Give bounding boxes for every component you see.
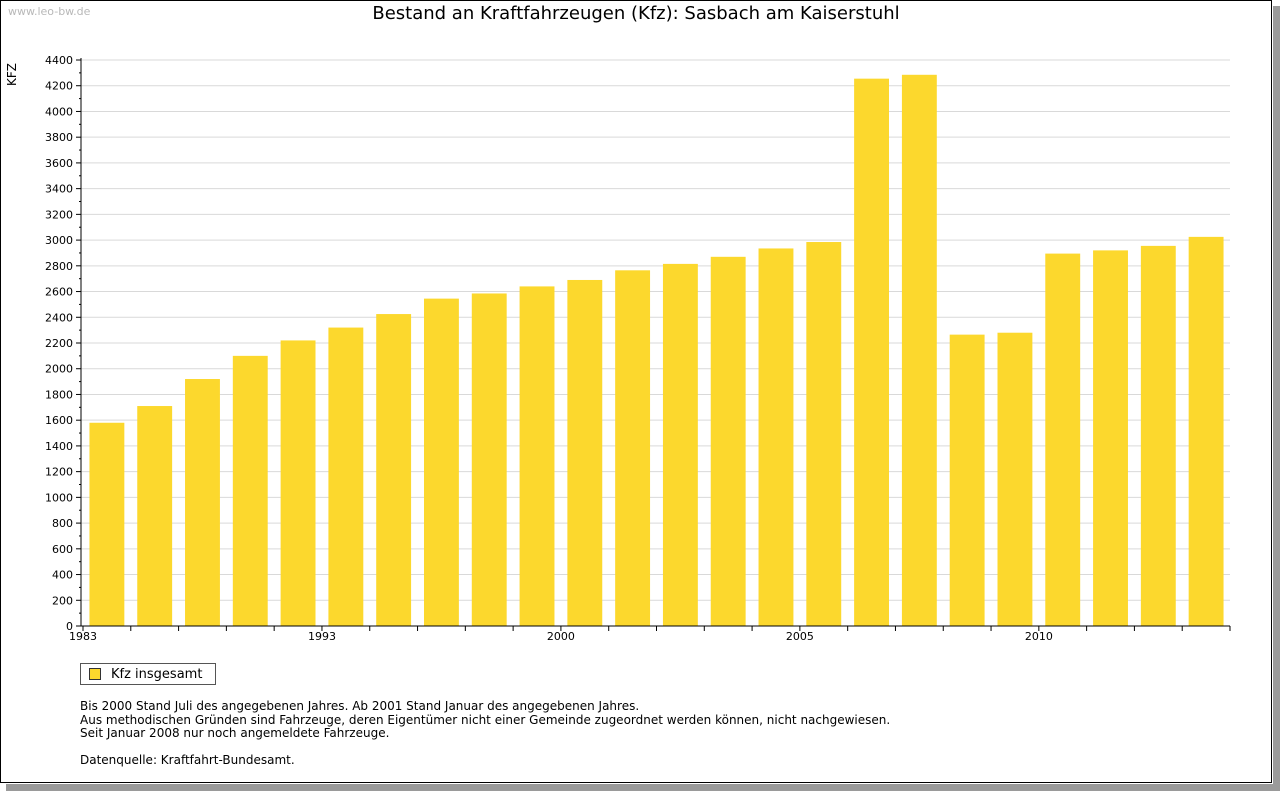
y-tick-label: 3800: [45, 131, 73, 144]
bar: [901, 74, 937, 626]
data-source: Datenquelle: Kraftfahrt-Bundesamt.: [80, 752, 295, 767]
bar: [185, 379, 220, 626]
y-tick-label: 2000: [45, 363, 73, 376]
y-tick-label: 2400: [45, 311, 73, 324]
bar: [423, 298, 459, 626]
bar: [949, 334, 985, 626]
y-tick-label: 1800: [45, 388, 73, 401]
legend-label: Kfz insgesamt: [111, 666, 203, 682]
bar: [232, 355, 268, 626]
bar: [328, 327, 364, 626]
bar: [710, 256, 746, 626]
x-tick-label: 2005: [786, 630, 814, 643]
bar: [137, 406, 173, 626]
y-tick-label: 4000: [45, 105, 73, 118]
y-tick-label: 800: [52, 517, 73, 530]
bar: [89, 422, 125, 626]
bar: [1140, 245, 1176, 626]
bar: [471, 293, 507, 626]
footnote-line: Bis 2000 Stand Juli des angegebenen Jahr…: [80, 699, 640, 713]
bar: [376, 314, 412, 626]
y-tick-label: 3200: [45, 208, 73, 221]
y-tick-label: 200: [52, 594, 73, 607]
y-tick-label: 1400: [45, 440, 73, 453]
footnotes: Bis 2000 Stand Juli des angegebenen Jahr…: [80, 699, 891, 767]
x-tick-label: 1993: [308, 630, 336, 643]
bar: [997, 332, 1033, 626]
y-tick-label: 3400: [45, 183, 73, 196]
bar-chart: 0 200 400 600 800 1000 1200 1400 1600 1800 2000 220…: [45, 54, 1231, 643]
y-tick-label: 1600: [45, 414, 73, 427]
y-tick-label: 4200: [45, 80, 73, 93]
legend: Kfz insgesamt: [80, 663, 216, 685]
legend-swatch: [89, 668, 101, 680]
bar: [280, 340, 316, 626]
y-tick-label: 400: [52, 569, 73, 582]
y-tick-label: 4400: [45, 54, 73, 67]
frame-shadow-right: [1273, 6, 1280, 791]
footnote-line: Seit Januar 2008 nur noch angemeldete Fa…: [80, 726, 390, 740]
footnote-line: Aus methodischen Gründen sind Fahrzeuge,…: [80, 712, 891, 727]
y-tick-label: 1000: [45, 491, 73, 504]
bar: [854, 78, 890, 626]
y-tick-label: 3600: [45, 157, 73, 170]
bar: [519, 286, 555, 626]
y-tick-label: 2600: [45, 286, 73, 299]
y-tick-label: 2200: [45, 337, 73, 350]
frame-shadow-bottom: [6, 784, 1280, 791]
bar: [567, 279, 603, 626]
bar: [1188, 236, 1224, 626]
bar: [615, 270, 651, 626]
x-tick-label: 2010: [1025, 630, 1053, 643]
watermark: www.leo-bw.de: [8, 5, 91, 18]
chart-title: Bestand an Kraftfahrzeugen (Kfz): Sasbac…: [372, 3, 900, 24]
bar: [758, 248, 794, 626]
y-tick-label: 1200: [45, 466, 73, 479]
y-tick-label: 3000: [45, 234, 73, 247]
x-tick-label: 2000: [547, 630, 575, 643]
y-tick-label: 600: [52, 543, 73, 556]
bar: [806, 242, 842, 627]
bar: [1093, 250, 1128, 626]
bar: [662, 263, 698, 626]
y-tick-label: 0: [66, 620, 73, 633]
bar: [1045, 253, 1081, 627]
y-tick-label: 2800: [45, 260, 73, 273]
x-tick-label: 1983: [69, 630, 97, 643]
